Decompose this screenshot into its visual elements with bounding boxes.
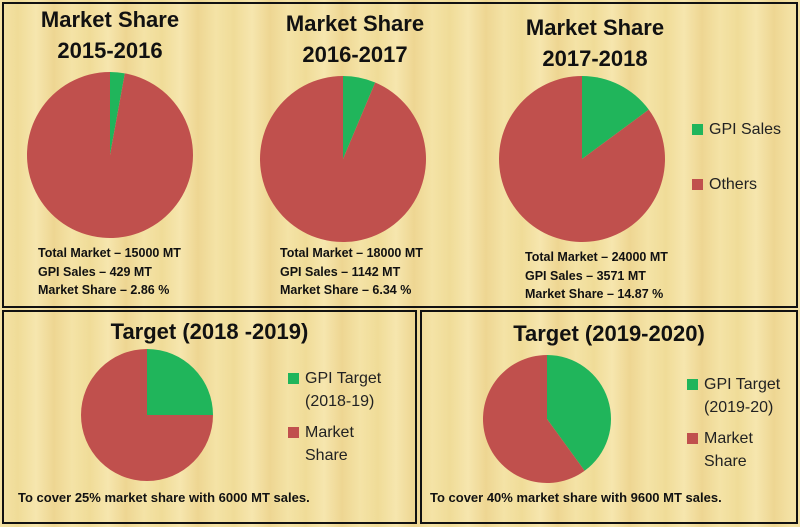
legend-label-gpi-target-line2: (2019-20) [704,399,774,416]
pie-slice-others [499,76,665,243]
legend-swatch-others [692,179,703,190]
chart-1-title-line1: Market Share [40,7,180,32]
target-2018-2019-note: To cover 25% market share with 6000 MT s… [18,490,310,505]
legend-swatch-market-share [687,433,698,444]
legend-label-gpi-target-line2: (2018-19) [305,393,375,410]
chart-1-market-share: Market Share – 2.86 % [38,283,170,297]
legend-label-gpi-target-line1: GPI Target [305,370,382,387]
chart-1-stats: Total Market – 15000 MT GPI Sales – 429 … [38,244,181,300]
chart-3-stats: Total Market – 24000 MT GPI Sales – 3571… [525,248,668,304]
chart-1-title: Market Share 2015-2016 [20,4,200,66]
target-2018-2019-panel [2,310,417,524]
pie-chart-target-2019-2020 [482,355,611,483]
chart-5-title: Target (2019-2020) [513,321,705,346]
pie-slice-gpi-sales [582,76,649,159]
chart-4-title: Target (2018 -2019) [110,319,309,344]
chart-3-title: Market Share 2017-2018 [505,12,685,74]
pie-slice-others [260,76,426,243]
pie-chart-2017-2018 [499,76,665,243]
pie-chart-2016-2017 [260,76,426,243]
market-share-panel [2,2,798,308]
pie-slice-gpi-sales [110,72,125,155]
legend-market-share-2019-20: Market Share [687,427,753,473]
legend-label-market-share-line2: Share [305,447,348,464]
legend-gpi-target-2018-19: GPI Target (2018-19) [288,367,381,413]
pie-slice-market-share [482,355,585,483]
target-2019-2020-note: To cover 40% market share with 9600 MT s… [430,490,722,505]
pie-slice-gpi-sales [343,76,376,159]
legend-swatch-gpi-target [288,373,299,384]
legend-label-market-share-line1: Market [704,430,753,447]
pie-slice-others [26,72,194,238]
legend-label-gpi-target-line1: GPI Target [704,376,781,393]
legend-others: Others [692,173,757,196]
legend-label-market-share-line1: Market [305,424,354,441]
legend-gpi-sales: GPI Sales [692,118,781,141]
chart-2-total-market: Total Market – 18000 MT [280,246,423,260]
chart-1-total-market: Total Market – 15000 MT [38,246,181,260]
chart-3-gpi-sales: GPI Sales – 3571 MT [525,268,646,283]
chart-2-title-line1: Market Share [285,11,425,36]
chart-2-market-share: Market Share – 6.34 % [280,283,412,297]
chart-3-market-share: Market Share – 14.87 % [525,287,664,301]
chart-2-title-line2: 2016-2017 [302,42,408,67]
pie-slice-gpi-target-2019-20 [547,355,611,471]
pie-chart-2015-2016 [26,72,194,238]
chart-1-title-line2: 2015-2016 [57,38,163,63]
target-2019-2020-panel [420,310,798,524]
chart-3-title-line1: Market Share [525,15,665,40]
chart-2-stats: Total Market – 18000 MT GPI Sales – 1142… [280,244,423,300]
chart-2-title: Market Share 2016-2017 [265,8,445,70]
legend-swatch-gpi-target [687,379,698,390]
pie-chart-target-2018-2019 [81,349,213,481]
chart-3-title-line2: 2017-2018 [542,46,648,71]
legend-label-market-share-line2: Share [704,453,747,470]
pie-slice-gpi-target-2018-19 [147,349,213,415]
legend-label-others: Others [709,176,758,193]
chart-1-gpi-sales: GPI Sales – 429 MT [38,264,152,279]
chart-2-gpi-sales: GPI Sales – 1142 MT [280,264,401,279]
legend-swatch-gpi-sales [692,124,703,135]
legend-label-gpi-sales: GPI Sales [709,121,782,138]
legend-gpi-target-2019-20: GPI Target (2019-20) [687,373,780,419]
legend-swatch-market-share [288,427,299,438]
chart-3-total-market: Total Market – 24000 MT [525,250,668,264]
legend-market-share-2018-19: Market Share [288,421,354,467]
pie-slice-market-share [81,349,213,481]
